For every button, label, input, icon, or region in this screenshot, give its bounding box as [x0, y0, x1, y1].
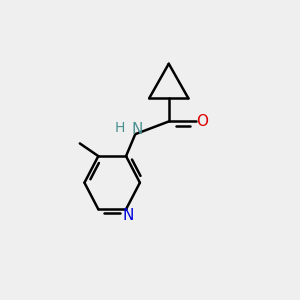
Text: N: N: [132, 122, 143, 137]
Text: N: N: [123, 208, 134, 223]
Text: O: O: [196, 114, 208, 129]
Text: H: H: [115, 122, 125, 135]
